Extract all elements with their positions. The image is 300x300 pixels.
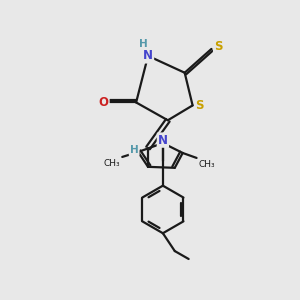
Text: S: S: [195, 99, 204, 112]
Text: N: N: [143, 50, 153, 62]
Text: S: S: [214, 40, 223, 53]
Text: N: N: [158, 134, 168, 147]
Text: CH₃: CH₃: [199, 160, 215, 169]
Text: O: O: [98, 96, 108, 109]
Text: CH₃: CH₃: [104, 159, 120, 168]
Text: H: H: [139, 39, 147, 49]
Text: H: H: [130, 145, 139, 155]
